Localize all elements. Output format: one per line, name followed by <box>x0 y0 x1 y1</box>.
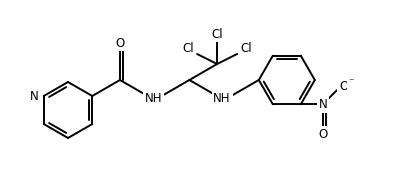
Text: NH: NH <box>213 92 231 105</box>
Text: Cl: Cl <box>211 27 223 41</box>
Text: NH: NH <box>145 92 162 105</box>
Text: Cl: Cl <box>182 42 194 56</box>
Text: N: N <box>318 98 327 111</box>
Text: Cl: Cl <box>240 42 252 56</box>
Text: O: O <box>115 37 124 50</box>
Text: N: N <box>30 89 39 102</box>
Text: O: O <box>318 128 328 141</box>
Text: ⁻: ⁻ <box>348 77 354 87</box>
Text: O: O <box>339 80 348 93</box>
